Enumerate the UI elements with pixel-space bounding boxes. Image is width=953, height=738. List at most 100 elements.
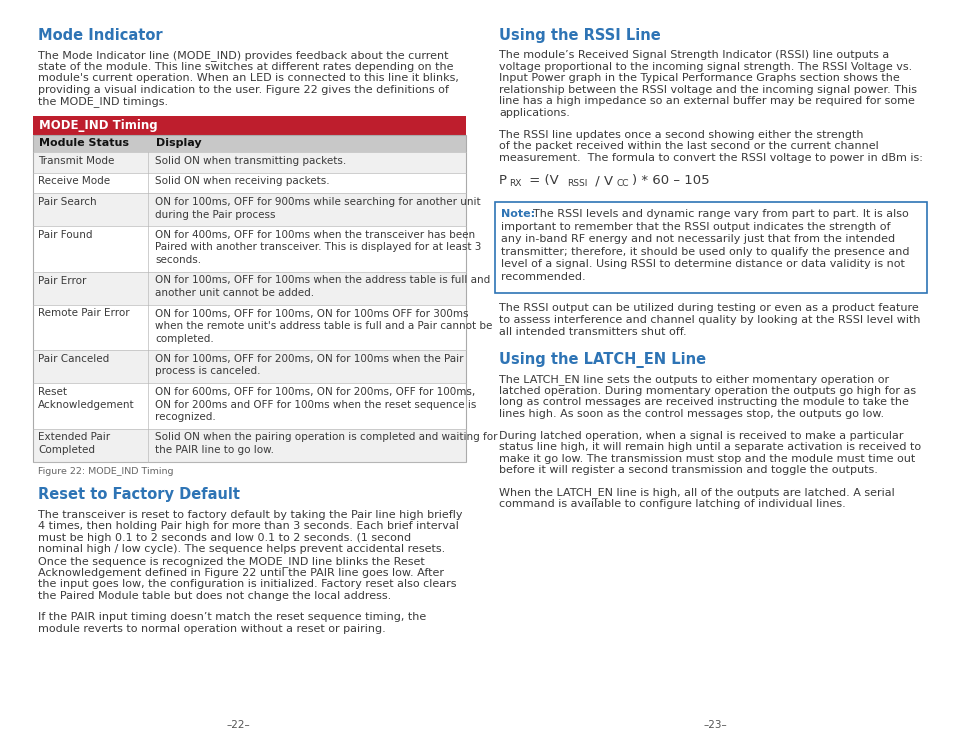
Text: ON for 400ms, OFF for 100ms when the transceiver has been: ON for 400ms, OFF for 100ms when the tra… (154, 230, 475, 240)
Text: make it go low. The transmission must stop and the module must time out: make it go low. The transmission must st… (498, 454, 914, 463)
Text: The Mode Indicator line (MODE_IND) provides feedback about the current: The Mode Indicator line (MODE_IND) provi… (38, 50, 448, 61)
Text: The transceiver is reset to factory default by taking the Pair line high briefly: The transceiver is reset to factory defa… (38, 509, 462, 520)
Text: applications.: applications. (498, 108, 569, 118)
Bar (33, 173, 465, 193)
Text: voltage proportional to the incoming signal strength. The RSSI Voltage vs.: voltage proportional to the incoming sig… (498, 61, 911, 72)
Text: MODE_IND Timing: MODE_IND Timing (39, 119, 157, 132)
Text: Paired with another transceiver. This is displayed for at least 3: Paired with another transceiver. This is… (154, 243, 481, 252)
Bar (33, 429, 465, 461)
Text: lines high. As soon as the control messages stop, the outputs go low.: lines high. As soon as the control messa… (498, 409, 883, 419)
Text: transmitter; therefore, it should be used only to qualify the presence and: transmitter; therefore, it should be use… (500, 247, 908, 257)
Text: before it will register a second transmission and toggle the outputs.: before it will register a second transmi… (498, 466, 877, 475)
Text: all intended transmitters shut off.: all intended transmitters shut off. (498, 327, 686, 337)
Text: latched operation. During momentary operation the outputs go high for as: latched operation. During momentary oper… (498, 386, 915, 396)
Text: The RSSI line updates once a second showing either the strength: The RSSI line updates once a second show… (498, 130, 862, 139)
Bar (33, 272, 465, 305)
Text: Pair Error: Pair Error (38, 275, 87, 286)
Text: ON for 100ms, OFF for 200ms, ON for 100ms when the Pair: ON for 100ms, OFF for 200ms, ON for 100m… (154, 354, 463, 364)
Text: ON for 100ms, OFF for 100ms, ON for 100ms OFF for 300ms: ON for 100ms, OFF for 100ms, ON for 100m… (154, 308, 468, 319)
Text: the Paired Module table but does not change the local address.: the Paired Module table but does not cha… (38, 590, 391, 601)
Text: Remote Pair Error: Remote Pair Error (38, 308, 130, 319)
Text: Reset: Reset (38, 387, 67, 397)
Text: providing a visual indication to the user. Figure 22 gives the definitions of: providing a visual indication to the use… (38, 85, 449, 94)
Text: measurement.  The formula to convert the RSSI voltage to power in dBm is:: measurement. The formula to convert the … (498, 153, 922, 163)
Text: If the PAIR input timing doesn’t match the reset sequence timing, the: If the PAIR input timing doesn’t match t… (38, 613, 426, 622)
Text: –23–: –23– (703, 720, 726, 730)
Text: during the Pair process: during the Pair process (154, 210, 275, 219)
Text: recommended.: recommended. (500, 272, 585, 282)
Bar (33, 350, 465, 383)
Text: 4 times, then holding Pair high for more than 3 seconds. Each brief interval: 4 times, then holding Pair high for more… (38, 521, 458, 531)
Text: seconds.: seconds. (154, 255, 201, 265)
Text: Once the sequence is recognized the MODE_IND line blinks the Reset: Once the sequence is recognized the MODE… (38, 556, 424, 567)
Text: Acknowledgement: Acknowledgement (38, 399, 134, 410)
Text: process is canceled.: process is canceled. (154, 367, 260, 376)
Text: Figure 22: MODE_IND Timing: Figure 22: MODE_IND Timing (38, 467, 173, 477)
Text: Pair Found: Pair Found (38, 230, 92, 240)
Text: RSSI: RSSI (566, 179, 587, 188)
Text: another unit cannot be added.: another unit cannot be added. (154, 288, 314, 298)
Text: Receive Mode: Receive Mode (38, 176, 110, 187)
Text: relationship between the RSSI voltage and the incoming signal power. This: relationship between the RSSI voltage an… (498, 85, 916, 94)
Text: nominal high / low cycle). The sequence helps prevent accidental resets.: nominal high / low cycle). The sequence … (38, 545, 445, 554)
Text: RX: RX (509, 179, 521, 188)
Bar (495, 202, 926, 294)
Text: Module Status: Module Status (39, 139, 129, 148)
Text: The LATCH_EN line sets the outputs to either momentary operation or: The LATCH_EN line sets the outputs to ei… (498, 374, 888, 385)
Text: Completed: Completed (38, 445, 95, 455)
Text: line has a high impedance so an external buffer may be required for some: line has a high impedance so an external… (498, 97, 914, 106)
Text: ON for 600ms, OFF for 100ms, ON for 200ms, OFF for 100ms,: ON for 600ms, OFF for 100ms, ON for 200m… (154, 387, 475, 397)
Text: Reset to Factory Default: Reset to Factory Default (38, 488, 240, 503)
Text: Using the RSSI Line: Using the RSSI Line (498, 28, 660, 43)
Text: = (V: = (V (524, 174, 558, 187)
Text: The module’s Received Signal Strength Indicator (RSSI) line outputs a: The module’s Received Signal Strength In… (498, 50, 888, 60)
Text: important to remember that the RSSI output indicates the strength of: important to remember that the RSSI outp… (500, 222, 889, 232)
Text: command is available to configure latching of individual lines.: command is available to configure latchi… (498, 499, 845, 508)
Text: Solid ON when the pairing operation is completed and waiting for: Solid ON when the pairing operation is c… (154, 432, 497, 443)
Text: ON for 100ms, OFF for 100ms when the address table is full and: ON for 100ms, OFF for 100ms when the add… (154, 275, 490, 286)
Text: must be high 0.1 to 2 seconds and low 0.1 to 2 seconds. (1 second: must be high 0.1 to 2 seconds and low 0.… (38, 533, 411, 542)
Text: module's current operation. When an LED is connected to this line it blinks,: module's current operation. When an LED … (38, 73, 458, 83)
Text: Solid ON when receiving packets.: Solid ON when receiving packets. (154, 176, 330, 187)
Text: P: P (498, 174, 506, 187)
Text: –22–: –22– (227, 720, 250, 730)
Text: Display: Display (156, 139, 201, 148)
Bar (33, 135, 465, 461)
Text: The RSSI output can be utilized during testing or even as a product feature: The RSSI output can be utilized during t… (498, 303, 918, 314)
Bar (33, 226, 465, 272)
Text: Extended Pair: Extended Pair (38, 432, 110, 443)
Text: Pair Search: Pair Search (38, 197, 96, 207)
Text: Pair Canceled: Pair Canceled (38, 354, 110, 364)
Bar (33, 305, 465, 350)
Bar (33, 383, 465, 429)
Text: long as control messages are received instructing the module to take the: long as control messages are received in… (498, 397, 908, 407)
Text: During latched operation, when a signal is received to make a particular: During latched operation, when a signal … (498, 430, 902, 441)
Text: / V: / V (590, 174, 613, 187)
Text: Using the LATCH_EN Line: Using the LATCH_EN Line (498, 352, 705, 368)
Bar (33, 152, 465, 173)
Text: Acknowledgement defined in Figure 22 until the PAIR line goes low. After: Acknowledgement defined in Figure 22 unt… (38, 568, 443, 578)
Text: of the packet received within the last second or the current channel: of the packet received within the last s… (498, 141, 878, 151)
Text: Input Power graph in the Typical Performance Graphs section shows the: Input Power graph in the Typical Perform… (498, 73, 899, 83)
Text: any in-band RF energy and not necessarily just that from the intended: any in-band RF energy and not necessaril… (500, 235, 894, 244)
Text: completed.: completed. (154, 334, 213, 343)
Text: when the remote unit's address table is full and a Pair cannot be: when the remote unit's address table is … (154, 321, 492, 331)
Text: Mode Indicator: Mode Indicator (38, 28, 162, 43)
Text: ON for 200ms and OFF for 100ms when the reset sequence is: ON for 200ms and OFF for 100ms when the … (154, 399, 476, 410)
Text: the input goes low, the configuration is initialized. Factory reset also clears: the input goes low, the configuration is… (38, 579, 456, 589)
Bar (33, 135, 465, 152)
Text: module reverts to normal operation without a reset or pairing.: module reverts to normal operation witho… (38, 624, 385, 634)
Text: the PAIR line to go low.: the PAIR line to go low. (154, 445, 274, 455)
Text: CC: CC (617, 179, 629, 188)
Text: ON for 100ms, OFF for 900ms while searching for another unit: ON for 100ms, OFF for 900ms while search… (154, 197, 480, 207)
Text: to assess interference and channel quality by looking at the RSSI level with: to assess interference and channel quali… (498, 315, 920, 325)
Text: Solid ON when transmitting packets.: Solid ON when transmitting packets. (154, 156, 346, 166)
Text: Note:: Note: (500, 210, 535, 219)
Text: The RSSI levels and dynamic range vary from part to part. It is also: The RSSI levels and dynamic range vary f… (533, 210, 908, 219)
Bar (33, 193, 465, 226)
Text: When the LATCH_EN line is high, all of the outputs are latched. A serial: When the LATCH_EN line is high, all of t… (498, 487, 894, 498)
Text: level of a signal. Using RSSI to determine distance or data validity is not: level of a signal. Using RSSI to determi… (500, 259, 904, 269)
Text: state of the module. This line switches at different rates depending on the: state of the module. This line switches … (38, 61, 453, 72)
Text: Transmit Mode: Transmit Mode (38, 156, 114, 166)
Text: status line high, it will remain high until a separate activation is received to: status line high, it will remain high un… (498, 442, 921, 452)
